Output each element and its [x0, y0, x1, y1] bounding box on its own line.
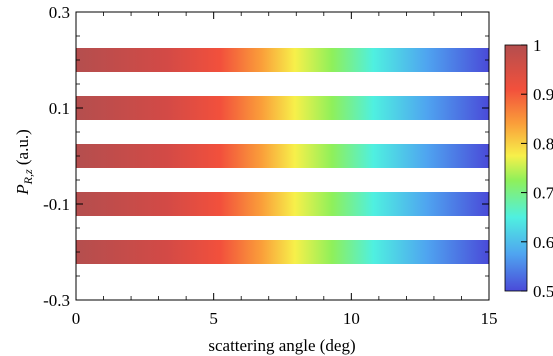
colorbar-tick-label: 0.6: [533, 233, 553, 252]
x-tick-label: 15: [481, 309, 498, 328]
x-tick-label: 0: [72, 309, 81, 328]
colorbar-tick-label: 0.5: [533, 282, 553, 301]
colorbar-tick-label: 0.9: [533, 85, 553, 104]
y-tick-label: -0.3: [43, 291, 70, 310]
heatmap-bands: [76, 48, 489, 264]
svg-text:PR,z (a.u.): PR,z (a.u.): [13, 129, 35, 196]
y-tick-label: -0.1: [43, 195, 70, 214]
heatmap-band-4: [76, 192, 489, 216]
x-axis-label: scattering angle (deg): [208, 336, 355, 355]
y-axis-ticks: -0.3 -0.1 0.1 0.3: [43, 3, 489, 310]
x-tick-label: 5: [209, 309, 218, 328]
colorbar-ticks: 0.5 0.6 0.7 0.8 0.9 1: [521, 36, 553, 301]
colorbar-tick-label: 0.8: [533, 134, 553, 153]
colorbar-tick-label: 1: [533, 36, 542, 55]
heatmap-band-2: [76, 96, 489, 120]
x-axis-ticks: 0 5 10 15: [72, 12, 498, 328]
y-axis-label: PR,z (a.u.): [13, 129, 35, 196]
colorbar: [504, 44, 528, 292]
x-tick-label: 10: [343, 309, 360, 328]
heatmap-band-5: [76, 240, 489, 264]
heatmap-band-1: [76, 48, 489, 72]
y-tick-label: 0.3: [49, 3, 70, 22]
heatmap-band-3: [76, 144, 489, 168]
y-tick-label: 0.1: [49, 99, 70, 118]
colorbar-tick-label: 0.7: [533, 184, 553, 203]
